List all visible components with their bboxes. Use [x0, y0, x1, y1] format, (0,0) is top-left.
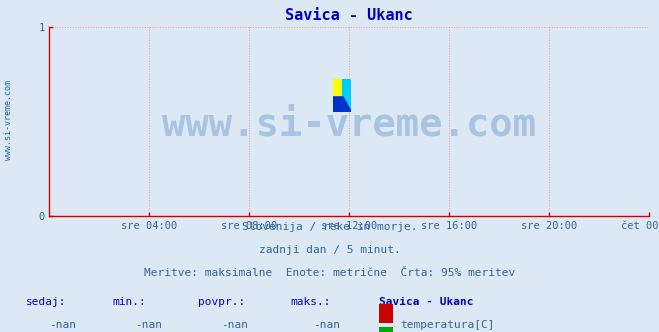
- Title: Savica - Ukanc: Savica - Ukanc: [285, 8, 413, 23]
- Text: Slovenija / reke in morje.: Slovenija / reke in morje.: [242, 222, 417, 232]
- Text: www.si-vreme.com: www.si-vreme.com: [4, 80, 13, 159]
- Text: sedaj:: sedaj:: [26, 297, 67, 307]
- Text: maks.:: maks.:: [290, 297, 330, 307]
- Text: -nan: -nan: [313, 320, 340, 330]
- Text: min.:: min.:: [112, 297, 146, 307]
- Text: www.si-vreme.com: www.si-vreme.com: [162, 106, 536, 144]
- Text: Savica - Ukanc: Savica - Ukanc: [379, 297, 473, 307]
- Bar: [379, 327, 393, 332]
- Bar: [342, 78, 351, 95]
- Text: povpr.:: povpr.:: [198, 297, 245, 307]
- Bar: [379, 304, 393, 323]
- Text: -nan: -nan: [221, 320, 248, 330]
- Text: -nan: -nan: [49, 320, 76, 330]
- Text: zadnji dan / 5 minut.: zadnji dan / 5 minut.: [258, 245, 401, 255]
- Bar: [333, 78, 342, 95]
- Text: -nan: -nan: [135, 320, 162, 330]
- Text: temperatura[C]: temperatura[C]: [400, 320, 494, 330]
- Bar: [333, 78, 342, 95]
- Polygon shape: [333, 78, 351, 112]
- Polygon shape: [333, 78, 351, 112]
- Text: Meritve: maksimalne  Enote: metrične  Črta: 95% meritev: Meritve: maksimalne Enote: metrične Črta…: [144, 268, 515, 278]
- Bar: [342, 78, 351, 95]
